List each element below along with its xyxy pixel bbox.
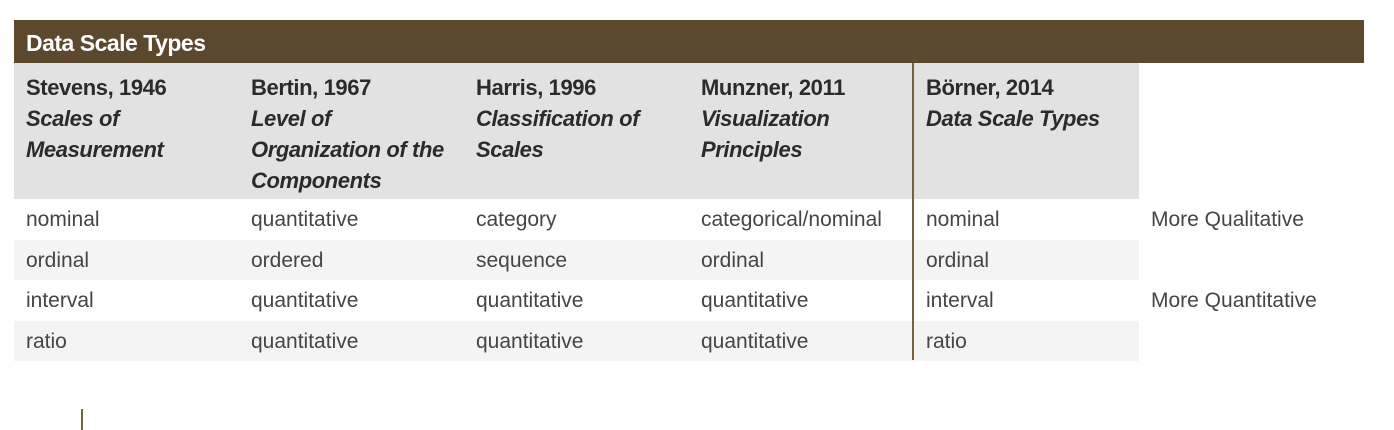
table-cell: sequence (464, 239, 689, 280)
table-cell: ordinal (689, 239, 914, 280)
table-cell: nominal (26, 208, 100, 231)
table-cell: quantitative (251, 208, 359, 231)
column-work-line: Scales (476, 137, 544, 162)
column-author: Munzner, 2011 (701, 75, 845, 100)
table-title: Data Scale Types (26, 30, 206, 56)
table-title-banner: Data Scale Types (14, 20, 1364, 63)
column-header-stevens: Stevens, 1946 Scales of Measurement (14, 63, 239, 199)
scale-note: More Qualitative (1151, 208, 1304, 231)
column-author: Harris, 1996 (476, 75, 596, 100)
table-cell: quantitative (251, 289, 359, 312)
table-cell: quantitative (689, 320, 914, 361)
column-work-line: Organization of the (251, 137, 444, 162)
column-work-line: Visualization (701, 106, 830, 131)
column-header-munzner: Munzner, 2011 Visualization Principles (689, 63, 914, 199)
table-cell: ordinal (914, 239, 1139, 280)
column-work-line: Principles (701, 137, 803, 162)
table-cell: interval (926, 289, 994, 312)
table-row: interval quantitative quantitative quant… (14, 280, 1364, 321)
table-cell: category (476, 208, 557, 231)
scale-note (1139, 321, 1364, 362)
header-spacer (1139, 63, 1364, 199)
scale-note: More Quantitative (1151, 289, 1317, 312)
table-cell: quantitative (239, 320, 464, 361)
column-author: Stevens, 1946 (26, 75, 167, 100)
table-cell: nominal (926, 208, 1000, 231)
table-cell: quantitative (464, 320, 689, 361)
table-row: ratio quantitative quantitative quantita… (14, 320, 1364, 362)
table-cell: ordinal (14, 239, 239, 280)
column-divider (912, 63, 914, 360)
column-work-line: Measurement (26, 137, 164, 162)
column-work-line: Classification of (476, 106, 640, 131)
table-row: nominal quantitative category categorica… (14, 199, 1364, 240)
column-header-bertin: Bertin, 1967 Level of Organization of th… (239, 63, 464, 199)
table-cell: ratio (14, 320, 239, 361)
column-work-line: Data Scale Types (926, 106, 1100, 131)
table-cell: ordered (239, 239, 464, 280)
table-cell: ratio (914, 320, 1139, 361)
column-work-line: Level of (251, 106, 331, 131)
text-cursor (81, 409, 83, 430)
column-author: Börner, 2014 (926, 75, 1054, 100)
header-row: Stevens, 1946 Scales of Measurement Bert… (14, 63, 1364, 199)
table-cell: interval (26, 289, 94, 312)
table-cell: categorical/nominal (701, 208, 882, 231)
data-scale-table: Stevens, 1946 Scales of Measurement Bert… (14, 63, 1364, 361)
column-work-line: Scales of (26, 106, 120, 131)
column-work-line: Components (251, 168, 382, 193)
scale-note (1139, 240, 1364, 281)
table-cell: quantitative (476, 289, 584, 312)
table-row: ordinal ordered sequence ordinal ordinal (14, 239, 1364, 281)
table-cell: quantitative (701, 289, 809, 312)
column-header-borner: Börner, 2014 Data Scale Types (914, 63, 1139, 199)
column-author: Bertin, 1967 (251, 75, 371, 100)
column-header-harris: Harris, 1996 Classification of Scales (464, 63, 689, 199)
